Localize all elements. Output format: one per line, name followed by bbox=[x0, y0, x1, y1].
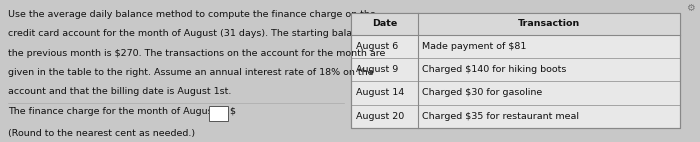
Text: The finance charge for the month of August is $: The finance charge for the month of Augu… bbox=[8, 107, 237, 116]
Text: August 9: August 9 bbox=[356, 65, 398, 74]
Text: Transaction: Transaction bbox=[518, 19, 580, 28]
Text: Made payment of $81: Made payment of $81 bbox=[422, 42, 526, 51]
Text: (Round to the nearest cent as needed.): (Round to the nearest cent as needed.) bbox=[8, 129, 195, 138]
Text: Charged $30 for gasoline: Charged $30 for gasoline bbox=[422, 88, 542, 97]
Text: ⚙: ⚙ bbox=[686, 3, 695, 13]
Text: the previous month is $270. The transactions on the account for the month are: the previous month is $270. The transact… bbox=[8, 49, 386, 58]
Text: Use the average daily balance method to compute the finance charge on the: Use the average daily balance method to … bbox=[8, 10, 376, 19]
Bar bbox=[209, 106, 228, 121]
Bar bbox=[351, 13, 680, 35]
Bar bbox=[351, 13, 680, 128]
Text: August 6: August 6 bbox=[356, 42, 398, 51]
Text: Charged $140 for hiking boots: Charged $140 for hiking boots bbox=[422, 65, 566, 74]
Text: August 14: August 14 bbox=[356, 88, 404, 97]
Bar bbox=[351, 13, 680, 128]
Text: given in the table to the right. Assume an annual interest rate of 18% on the: given in the table to the right. Assume … bbox=[8, 68, 374, 77]
Text: Date: Date bbox=[372, 19, 398, 28]
Text: account and that the billing date is August 1st.: account and that the billing date is Aug… bbox=[8, 87, 232, 96]
Text: Charged $35 for restaurant meal: Charged $35 for restaurant meal bbox=[422, 112, 579, 121]
Text: credit card account for the month of August (31 days). The starting balance from: credit card account for the month of Aug… bbox=[8, 29, 395, 38]
Text: August 20: August 20 bbox=[356, 112, 404, 121]
